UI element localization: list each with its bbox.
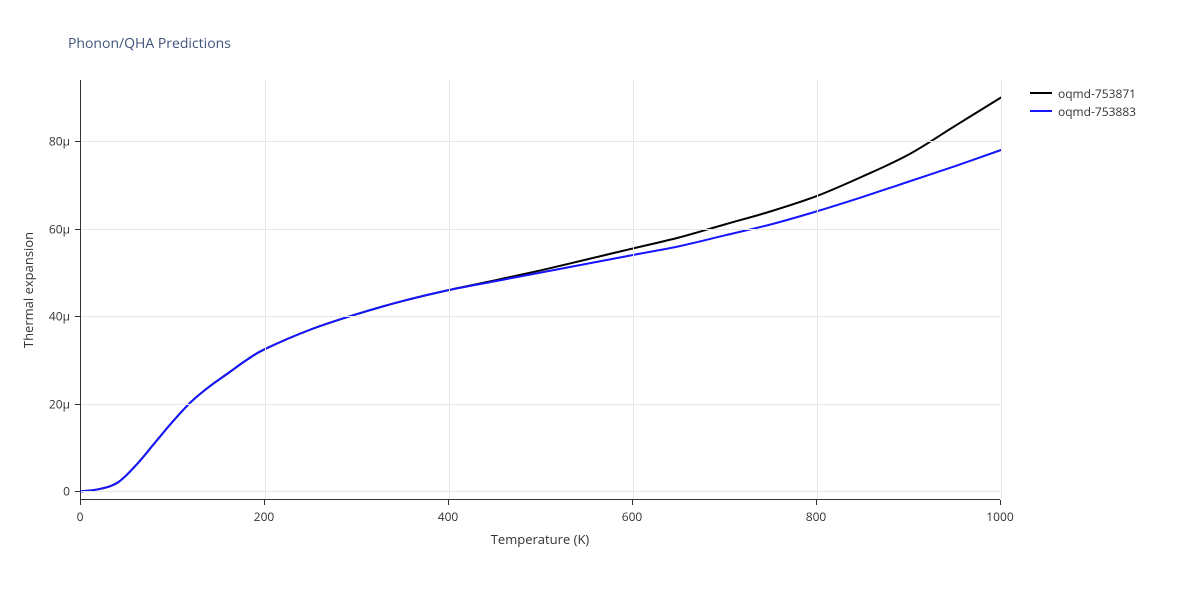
chart-container: Phonon/QHA Predictions Temperature (K) T… bbox=[0, 0, 1200, 600]
y-axis-label: Thermal expansion bbox=[19, 232, 37, 348]
x-tick bbox=[1000, 500, 1001, 505]
x-axis-label: Temperature (K) bbox=[491, 530, 590, 548]
gridline-horizontal bbox=[81, 316, 1000, 317]
gridline-horizontal bbox=[81, 404, 1000, 405]
series-line-1 bbox=[81, 150, 1001, 491]
gridline-vertical bbox=[817, 80, 818, 499]
x-tick bbox=[448, 500, 449, 505]
x-tick bbox=[264, 500, 265, 505]
legend-swatch bbox=[1030, 110, 1052, 112]
y-tick-label: 80µ bbox=[49, 133, 70, 150]
x-tick bbox=[816, 500, 817, 505]
y-tick-label: 60µ bbox=[49, 220, 70, 237]
legend-label: oqmd-753883 bbox=[1058, 103, 1136, 120]
x-tick-label: 0 bbox=[77, 508, 84, 525]
plot-area bbox=[80, 80, 1000, 500]
legend: oqmd-753871oqmd-753883 bbox=[1030, 84, 1136, 120]
y-tick bbox=[75, 404, 80, 405]
x-tick bbox=[632, 500, 633, 505]
gridline-horizontal bbox=[81, 229, 1000, 230]
gridline-vertical bbox=[1001, 80, 1002, 499]
gridline-horizontal bbox=[81, 141, 1000, 142]
x-tick-label: 600 bbox=[622, 508, 643, 525]
chart-title: Phonon/QHA Predictions bbox=[68, 34, 231, 53]
y-tick-label: 40µ bbox=[49, 308, 70, 325]
y-tick-label: 20µ bbox=[49, 395, 70, 412]
legend-label: oqmd-753871 bbox=[1058, 85, 1136, 102]
gridline-vertical bbox=[633, 80, 634, 499]
legend-item[interactable]: oqmd-753871 bbox=[1030, 84, 1136, 102]
series-layer bbox=[81, 80, 1001, 500]
y-tick bbox=[75, 141, 80, 142]
series-line-0 bbox=[81, 98, 1001, 492]
legend-item[interactable]: oqmd-753883 bbox=[1030, 102, 1136, 120]
x-tick-label: 400 bbox=[438, 508, 459, 525]
legend-swatch bbox=[1030, 92, 1052, 94]
x-tick bbox=[80, 500, 81, 505]
y-tick bbox=[75, 316, 80, 317]
gridline-horizontal bbox=[81, 491, 1000, 492]
x-tick-label: 200 bbox=[254, 508, 275, 525]
gridline-vertical bbox=[265, 80, 266, 499]
x-tick-label: 1000 bbox=[986, 508, 1013, 525]
y-tick bbox=[75, 229, 80, 230]
x-tick-label: 800 bbox=[806, 508, 827, 525]
y-tick-label: 0 bbox=[63, 483, 70, 500]
y-tick bbox=[75, 491, 80, 492]
gridline-vertical bbox=[449, 80, 450, 499]
